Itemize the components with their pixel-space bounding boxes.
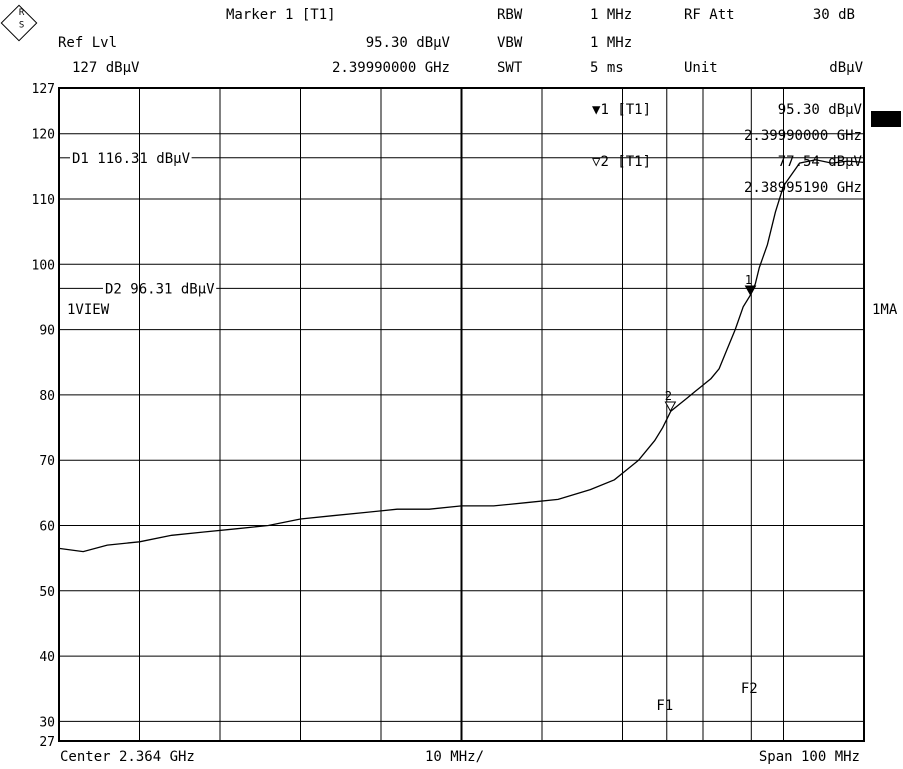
- y-tick-label: 100: [32, 258, 55, 273]
- plot-frame: [58, 87, 865, 742]
- trace-indicator: [871, 111, 901, 127]
- ref-lvl-label: Ref Lvl: [58, 35, 118, 51]
- marker1-label: ▼1 [T1]: [592, 102, 652, 118]
- swt-label: SWT: [497, 60, 523, 76]
- y-tick-label: 120: [32, 128, 55, 143]
- y-tick-label: 40: [39, 650, 55, 665]
- frequency-line-label: F1: [656, 698, 673, 714]
- marker-number-label: 1: [745, 273, 752, 287]
- marker-frequency: 2.39990000 GHz: [331, 60, 450, 76]
- display-line-label: D1 116.31 dBµV: [72, 151, 191, 167]
- display-line-label: D2 96.31 dBµV: [105, 281, 215, 297]
- swt-value: 5 ms: [590, 60, 624, 76]
- marker-number-label: 2: [665, 389, 672, 403]
- mode-label: 1MA: [872, 302, 898, 318]
- marker-level: 95.30 dBµV: [365, 35, 450, 51]
- span-value: Span 100 MHz: [758, 749, 860, 765]
- marker-triangle: [664, 401, 677, 413]
- y-tick-label: 60: [39, 520, 55, 535]
- rf-att-label: RF Att: [684, 7, 735, 23]
- center-frequency: Center 2.364 GHz: [60, 749, 195, 765]
- marker2-level: 77.54 dBµV: [777, 154, 862, 170]
- marker-label: Marker 1 [T1]: [226, 7, 336, 23]
- y-tick-label: 27: [39, 735, 55, 750]
- vbw-value: 1 MHz: [590, 35, 633, 51]
- rbw-value: 1 MHz: [590, 7, 633, 23]
- y-tick-label: 30: [39, 715, 55, 730]
- marker-triangle: [744, 285, 757, 297]
- vbw-label: VBW: [497, 35, 523, 51]
- y-tick-label: 50: [39, 585, 55, 600]
- division-scale: 10 MHz/: [425, 749, 485, 765]
- frequency-line-label: F2: [741, 681, 758, 697]
- rbw-label: RBW: [497, 7, 523, 23]
- y-tick-label: 110: [32, 193, 55, 208]
- marker2-label: ▽2 [T1]: [592, 154, 652, 170]
- y-tick-label: 70: [39, 454, 55, 469]
- marker1-level: 95.30 dBµV: [777, 102, 862, 118]
- view-label: 1VIEW: [67, 302, 110, 318]
- y-tick-label: 90: [39, 324, 55, 339]
- y-tick-label: 80: [39, 389, 55, 404]
- marker1-triangle-icon: ▼: [592, 102, 601, 118]
- marker2-frequency: 2.38995190 GHz: [743, 180, 862, 196]
- trace-line: [58, 159, 865, 553]
- unit-value: dBµV: [829, 60, 863, 76]
- unit-label: Unit: [684, 60, 718, 76]
- marker2-triangle-icon: ▽: [592, 154, 601, 170]
- marker1-frequency: 2.39990000 GHz: [743, 128, 862, 144]
- ref-lvl-value: 127 dBµV: [72, 60, 140, 76]
- rf-att-value: 30 dB: [812, 7, 855, 23]
- y-tick-label: 127: [32, 82, 55, 97]
